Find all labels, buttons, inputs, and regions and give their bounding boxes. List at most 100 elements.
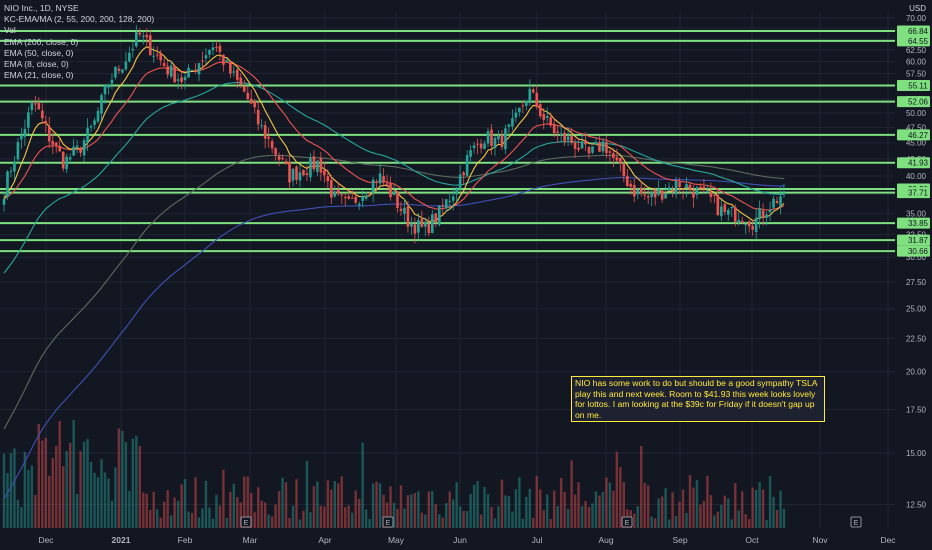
level-price-tag: [897, 35, 930, 47]
legend-ema-8[interactable]: EMA (8, close, 0): [4, 59, 69, 70]
candle-body: [448, 200, 452, 202]
volume-bar: [622, 482, 626, 528]
volume-bar: [340, 476, 343, 528]
volume-bar: [333, 480, 337, 528]
candle-body: [702, 186, 706, 189]
ma-gray-line: [3, 154, 785, 430]
price-tick-label: 60.00: [906, 58, 927, 67]
candle-body: [639, 187, 643, 194]
candle-body: [706, 190, 709, 192]
legend-ema-21[interactable]: EMA (21, close, 0): [4, 70, 74, 81]
volume-bar: [525, 496, 528, 528]
horizontal-levels: [0, 30, 895, 253]
candle-body: [709, 191, 713, 197]
volume-bar: [476, 480, 479, 528]
candle-body: [577, 147, 580, 150]
earnings-marker-icon: [621, 516, 633, 528]
candle-body: [733, 207, 737, 222]
volume-bar: [16, 499, 20, 528]
volume-bar: [6, 472, 9, 528]
volume-bar: [424, 514, 427, 528]
volume-bar: [521, 518, 525, 528]
candle-body: [761, 210, 765, 218]
candle-body: [608, 151, 612, 153]
candle-body: [319, 158, 323, 173]
volume-bar: [176, 500, 180, 528]
volume-bar: [713, 515, 716, 528]
level-price-tag: [897, 234, 930, 246]
legend-ema-200[interactable]: EMA (200, close, 0): [4, 36, 79, 47]
legend-ema-50[interactable]: EMA (50, close, 0): [4, 47, 74, 58]
volume-bar: [451, 499, 455, 528]
candle-body: [772, 198, 775, 208]
volume-bar: [765, 519, 768, 528]
volume-bar: [744, 514, 747, 528]
volume-bar: [351, 512, 354, 528]
candlesticks: [2, 25, 786, 244]
volume-bar: [229, 491, 232, 528]
candle-body: [431, 214, 434, 233]
candle-body: [441, 205, 445, 207]
volume-bar: [727, 498, 730, 528]
volume-bar: [201, 508, 204, 528]
price-tick-label: 17.50: [906, 405, 927, 414]
volume-bar: [312, 486, 316, 528]
volume-bar: [225, 518, 229, 528]
volume-bar: [709, 495, 713, 528]
candle-body: [114, 66, 117, 78]
level-price-label: 31.87: [908, 236, 929, 245]
candle-body: [417, 220, 420, 233]
candle-body: [103, 85, 107, 95]
volume-bar: [194, 477, 197, 528]
candle-body: [549, 117, 552, 126]
candle-body: [58, 145, 62, 152]
volume-bar: [702, 501, 706, 528]
volume-bar: [754, 489, 758, 528]
volume-bar: [514, 489, 518, 528]
candle-body: [16, 142, 20, 160]
volume-bar: [782, 508, 786, 528]
volume-bar: [239, 502, 242, 528]
candle-body: [107, 84, 110, 88]
volume-bar: [455, 482, 458, 528]
candle-body: [267, 136, 270, 139]
volume-bar: [692, 487, 695, 528]
volume-bar: [413, 492, 417, 528]
price-tick-label: 35.00: [906, 210, 927, 219]
volume-bar: [570, 460, 573, 528]
volume-bar: [462, 510, 465, 528]
candle-body: [514, 112, 518, 118]
volume-bar: [316, 481, 319, 528]
candle-body: [249, 98, 253, 104]
candle-body: [236, 69, 239, 80]
legend-volume[interactable]: Vol: [4, 25, 16, 36]
candle-body: [685, 184, 688, 188]
volume-bar: [445, 503, 448, 528]
volume-bar: [646, 485, 650, 528]
indicator-legend: NIO Inc., 1D, NYSE KC-EMA/MA (2, 55, 200…: [4, 3, 154, 81]
volume-bar: [236, 497, 239, 528]
volume-bar: [410, 494, 413, 528]
volume-bar: [9, 453, 13, 528]
legend-kc-ema[interactable]: KC-EMA/MA (2, 55, 200, 200, 128, 200): [4, 14, 155, 25]
legend-symbol[interactable]: NIO Inc., 1D, NYSE: [4, 3, 79, 13]
volume-bar: [591, 503, 594, 528]
candle-body: [232, 71, 236, 73]
ema-21-line: [3, 61, 785, 211]
annotation-note[interactable]: NIO has some work to do but should be a …: [571, 376, 825, 423]
volume-bar: [302, 510, 305, 528]
volume-bar: [48, 475, 51, 528]
volume-bar: [601, 491, 605, 528]
volume-bar: [187, 511, 190, 528]
candle-body: [713, 194, 716, 196]
candle-body: [281, 157, 284, 160]
volume-bar: [173, 497, 176, 528]
level-price-tag: [897, 157, 930, 169]
candle-body: [201, 60, 204, 62]
candle-body: [664, 193, 667, 199]
candle-body: [636, 189, 640, 195]
volume-bar: [156, 509, 159, 528]
volume-bar: [653, 518, 657, 528]
volume-bar: [539, 489, 542, 528]
